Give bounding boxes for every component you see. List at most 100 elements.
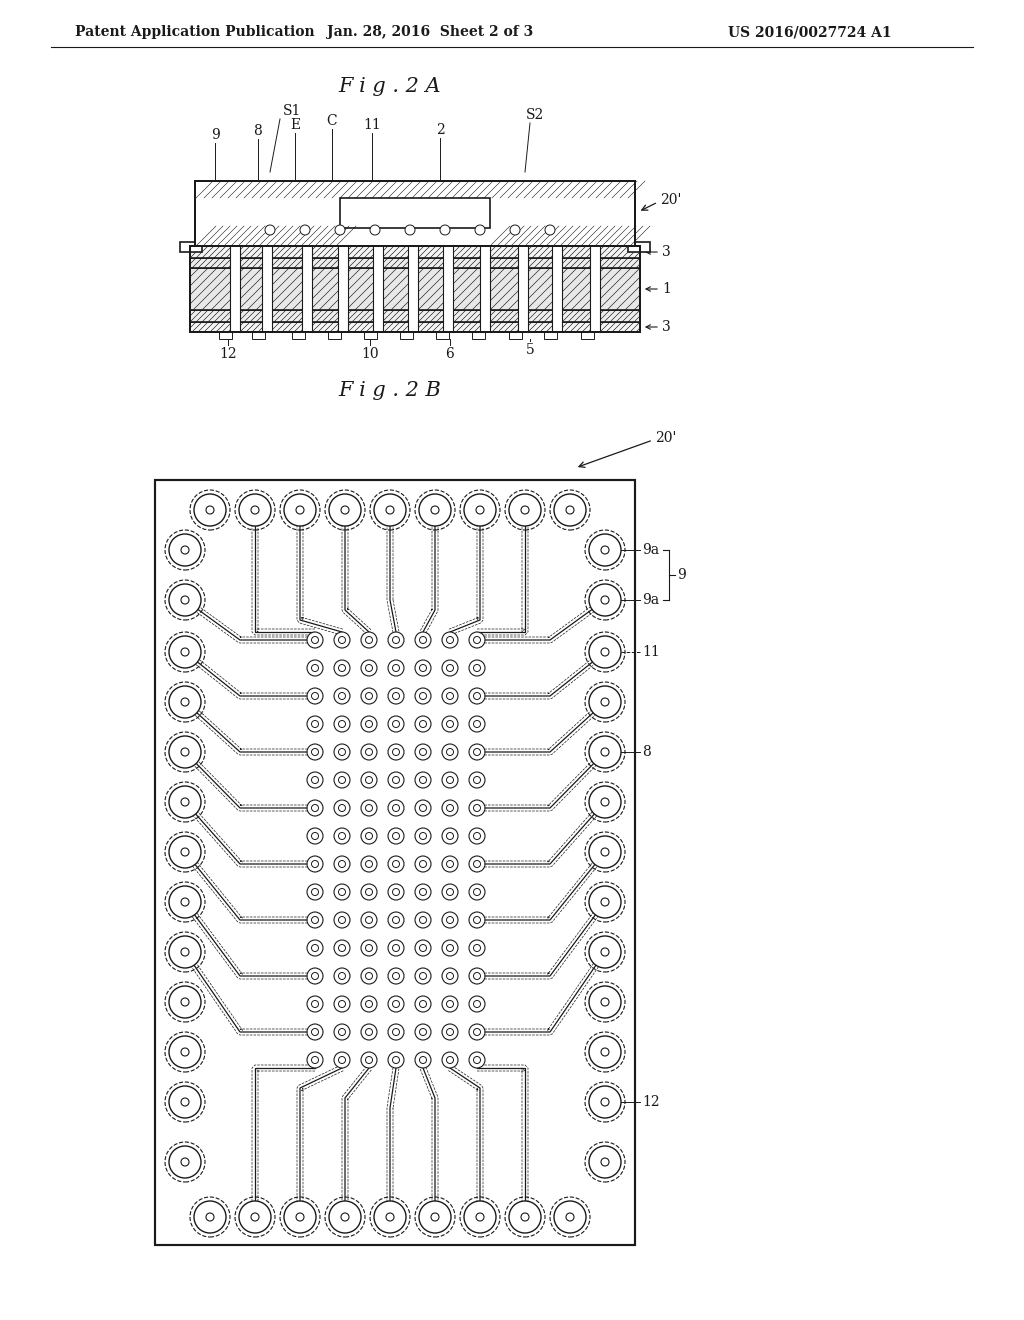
Circle shape (181, 648, 189, 656)
Circle shape (442, 632, 458, 648)
Circle shape (419, 1201, 451, 1233)
Bar (190, 268, 640, 310)
Circle shape (442, 1024, 458, 1040)
Circle shape (311, 916, 318, 924)
Circle shape (601, 1048, 609, 1056)
Text: F i g . 2 B: F i g . 2 B (339, 380, 441, 400)
Circle shape (334, 660, 350, 676)
Circle shape (311, 664, 318, 672)
Circle shape (446, 1001, 454, 1007)
Circle shape (601, 898, 609, 906)
Circle shape (446, 1056, 454, 1064)
Circle shape (361, 855, 377, 873)
Text: 6: 6 (445, 347, 455, 360)
Circle shape (361, 884, 377, 900)
Circle shape (265, 224, 275, 235)
Circle shape (392, 776, 399, 784)
Bar (190, 246, 640, 333)
Circle shape (334, 968, 350, 983)
Circle shape (361, 744, 377, 760)
Circle shape (307, 940, 323, 956)
Circle shape (420, 748, 427, 755)
Circle shape (442, 772, 458, 788)
Circle shape (206, 506, 214, 513)
Circle shape (334, 1024, 350, 1040)
Circle shape (339, 833, 345, 840)
Circle shape (469, 855, 485, 873)
Circle shape (589, 636, 621, 668)
Circle shape (415, 968, 431, 983)
Text: F i g . 2 A: F i g . 2 A (339, 78, 441, 96)
Circle shape (509, 494, 541, 525)
Circle shape (366, 721, 373, 727)
Circle shape (473, 664, 480, 672)
Circle shape (311, 861, 318, 867)
Circle shape (307, 744, 323, 760)
Circle shape (181, 898, 189, 906)
Circle shape (311, 888, 318, 895)
Circle shape (307, 968, 323, 983)
Circle shape (181, 748, 189, 756)
Circle shape (181, 1158, 189, 1166)
Bar (292, 333, 305, 339)
Circle shape (366, 916, 373, 924)
Circle shape (366, 973, 373, 979)
Bar (552, 246, 562, 333)
Circle shape (311, 945, 318, 952)
Circle shape (307, 884, 323, 900)
Circle shape (446, 721, 454, 727)
Text: 3: 3 (662, 246, 671, 259)
Circle shape (442, 940, 458, 956)
Bar (230, 246, 240, 333)
Circle shape (361, 715, 377, 733)
Circle shape (601, 998, 609, 1006)
Circle shape (420, 693, 427, 700)
Circle shape (469, 772, 485, 788)
Circle shape (446, 1028, 454, 1035)
Circle shape (339, 721, 345, 727)
Circle shape (392, 721, 399, 727)
Circle shape (366, 1001, 373, 1007)
Circle shape (181, 597, 189, 605)
Circle shape (446, 804, 454, 812)
Circle shape (169, 686, 201, 718)
Circle shape (339, 861, 345, 867)
Circle shape (334, 828, 350, 843)
Text: Patent Application Publication: Patent Application Publication (75, 25, 314, 40)
Circle shape (307, 912, 323, 928)
Circle shape (473, 721, 480, 727)
Circle shape (334, 940, 350, 956)
Circle shape (388, 912, 404, 928)
Circle shape (388, 884, 404, 900)
Bar (195, 181, 635, 246)
Circle shape (296, 506, 304, 513)
Bar (408, 246, 418, 333)
Circle shape (473, 693, 480, 700)
Circle shape (420, 664, 427, 672)
Circle shape (334, 912, 350, 928)
Circle shape (420, 888, 427, 895)
Text: S2: S2 (526, 108, 544, 121)
Circle shape (442, 997, 458, 1012)
Circle shape (169, 785, 201, 818)
Circle shape (473, 776, 480, 784)
Circle shape (420, 861, 427, 867)
Circle shape (589, 737, 621, 768)
Circle shape (388, 632, 404, 648)
Circle shape (589, 583, 621, 616)
Bar (302, 246, 312, 333)
Circle shape (431, 1213, 439, 1221)
Circle shape (589, 936, 621, 968)
Circle shape (566, 506, 574, 513)
Text: 20': 20' (660, 193, 681, 207)
Circle shape (361, 828, 377, 843)
Circle shape (392, 804, 399, 812)
Circle shape (473, 804, 480, 812)
Circle shape (361, 1052, 377, 1068)
Circle shape (335, 224, 345, 235)
Circle shape (296, 1213, 304, 1221)
Circle shape (469, 997, 485, 1012)
Circle shape (469, 884, 485, 900)
Circle shape (366, 776, 373, 784)
Circle shape (388, 940, 404, 956)
